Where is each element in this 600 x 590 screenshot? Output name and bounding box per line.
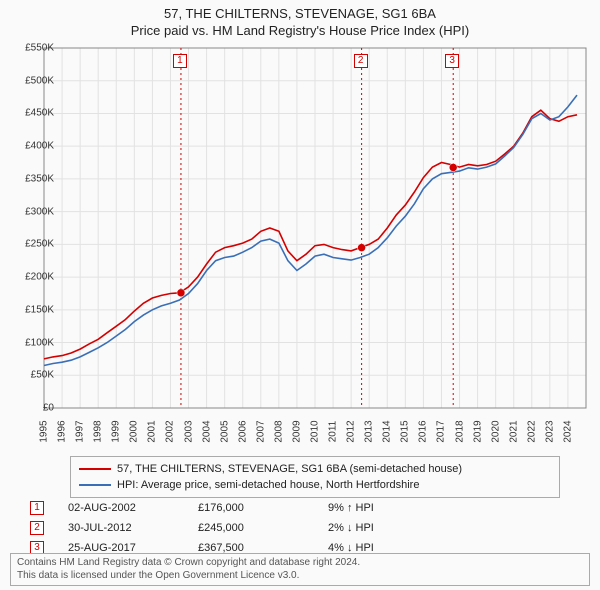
x-tick-label: 2022 — [526, 420, 537, 442]
x-tick-label: 2023 — [544, 420, 555, 442]
x-tick-label: 2007 — [255, 420, 266, 442]
x-tick-label: 2018 — [454, 420, 465, 442]
x-tick-label: 1999 — [111, 420, 122, 442]
x-tick-label: 2009 — [291, 420, 302, 442]
transaction-price: £176,000 — [198, 502, 328, 514]
transaction-date: 30-JUL-2012 — [68, 522, 198, 534]
chart-plot-area: 1 2 3 — [44, 48, 586, 408]
chart-marker-2: 2 — [354, 54, 368, 68]
legend-swatch — [79, 468, 111, 470]
y-tick-label: £100K — [25, 337, 54, 348]
chart-svg — [44, 48, 586, 408]
x-tick-label: 2001 — [147, 420, 158, 442]
footer-line-2: This data is licensed under the Open Gov… — [17, 570, 583, 583]
x-tick-label: 2019 — [472, 420, 483, 442]
x-tick-label: 2020 — [490, 420, 501, 442]
x-tick-label: 2013 — [364, 420, 375, 442]
chart-marker-3: 3 — [445, 54, 459, 68]
footer-line-1: Contains HM Land Registry data © Crown c… — [17, 557, 583, 570]
transaction-marker: 2 — [30, 521, 44, 535]
y-tick-label: £150K — [25, 304, 54, 315]
legend-label: 57, THE CHILTERNS, STEVENAGE, SG1 6BA (s… — [117, 463, 462, 475]
x-tick-label: 1997 — [75, 420, 86, 442]
title-line-1: 57, THE CHILTERNS, STEVENAGE, SG1 6BA — [0, 6, 600, 21]
titles: 57, THE CHILTERNS, STEVENAGE, SG1 6BA Pr… — [0, 0, 600, 38]
x-tick-label: 1996 — [57, 420, 68, 442]
x-tick-label: 2000 — [129, 420, 140, 442]
transaction-diff: 2% ↓ HPI — [328, 522, 374, 534]
figure: 57, THE CHILTERNS, STEVENAGE, SG1 6BA Pr… — [0, 0, 600, 590]
x-tick-label: 1998 — [93, 420, 104, 442]
x-tick-label: 2008 — [273, 420, 284, 442]
title-line-2: Price paid vs. HM Land Registry's House … — [0, 23, 600, 38]
x-tick-label: 2024 — [562, 420, 573, 442]
transaction-row: 1 02-AUG-2002£176,0009% ↑ HPI — [30, 498, 374, 518]
y-tick-label: £450K — [25, 108, 54, 119]
x-tick-label: 2003 — [183, 420, 194, 442]
x-tick-label: 2010 — [310, 420, 321, 442]
x-tick-label: 2021 — [508, 420, 519, 442]
transaction-row: 2 30-JUL-2012£245,0002% ↓ HPI — [30, 518, 374, 538]
y-tick-label: £250K — [25, 239, 54, 250]
footer-box: Contains HM Land Registry data © Crown c… — [10, 553, 590, 586]
transaction-date: 02-AUG-2002 — [68, 502, 198, 514]
x-tick-label: 2015 — [400, 420, 411, 442]
x-tick-label: 2011 — [328, 421, 339, 443]
legend-swatch — [79, 484, 111, 486]
y-tick-label: £0 — [43, 403, 54, 414]
y-tick-label: £50K — [31, 370, 54, 381]
x-tick-label: 2016 — [418, 420, 429, 442]
y-tick-label: £200K — [25, 272, 54, 283]
x-tick-label: 1995 — [39, 420, 50, 442]
x-tick-label: 2005 — [219, 420, 230, 442]
y-tick-label: £550K — [25, 43, 54, 54]
x-tick-label: 2004 — [201, 420, 212, 442]
legend-item: 57, THE CHILTERNS, STEVENAGE, SG1 6BA (s… — [79, 461, 551, 477]
chart-marker-1: 1 — [173, 54, 187, 68]
x-tick-label: 2014 — [382, 420, 393, 442]
y-tick-label: £300K — [25, 206, 54, 217]
x-tick-label: 2012 — [346, 420, 357, 442]
transactions-table: 1 02-AUG-2002£176,0009% ↑ HPI 2 30-JUL-2012… — [30, 498, 374, 558]
x-tick-label: 2002 — [165, 420, 176, 442]
x-tick-label: 2017 — [436, 420, 447, 442]
y-tick-label: £400K — [25, 141, 54, 152]
transaction-price: £245,000 — [198, 522, 328, 534]
legend-box: 57, THE CHILTERNS, STEVENAGE, SG1 6BA (s… — [70, 456, 560, 498]
legend-label: HPI: Average price, semi-detached house,… — [117, 479, 419, 491]
y-tick-label: £350K — [25, 173, 54, 184]
legend-item: HPI: Average price, semi-detached house,… — [79, 477, 551, 493]
transaction-diff: 9% ↑ HPI — [328, 502, 374, 514]
x-tick-label: 2006 — [237, 420, 248, 442]
y-tick-label: £500K — [25, 75, 54, 86]
transaction-marker: 1 — [30, 501, 44, 515]
